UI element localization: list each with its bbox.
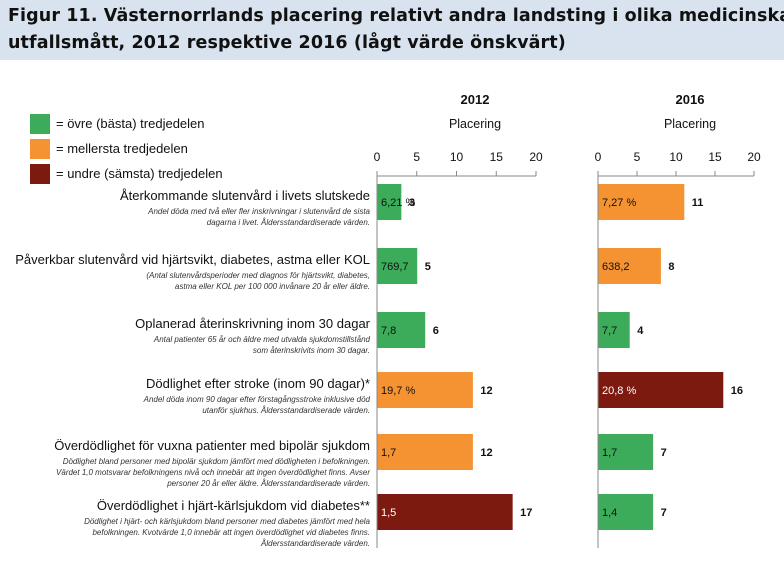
bar-value-label: 7,8 (381, 325, 396, 337)
tick-label: 10 (450, 150, 464, 164)
tick-label: 15 (490, 150, 504, 164)
bar (598, 312, 630, 348)
bar-value-label: 19,7 % (381, 385, 415, 397)
bar (377, 494, 513, 530)
category-description: dagarna i livet. Åldersstandardiserade v… (207, 218, 370, 227)
figure-title-line-2: utfallsmått, 2012 respektive 2016 (lågt … (8, 33, 566, 53)
tick-label: 0 (595, 150, 602, 164)
panel-subtitle-2012: Placering (449, 117, 501, 131)
legend-label-middle: = mellersta tredjedelen (56, 141, 188, 156)
bar (598, 248, 661, 284)
category-description: Dödlighet bland personer med bipolär sju… (63, 457, 370, 466)
category-description: Antal patienter 65 år och äldre med utva… (153, 335, 371, 344)
category-title: Påverkbar slutenvård vid hjärtsvikt, dia… (15, 252, 370, 267)
tick-label: 5 (413, 150, 420, 164)
rank-label: 7 (661, 447, 667, 459)
legend-label-top: = övre (bästa) tredjedelen (56, 116, 205, 131)
rank-label: 16 (731, 385, 743, 397)
legend-swatch-darkred (30, 164, 50, 184)
category-title: Överdödlighet i hjärt-kärlsjukdom vid di… (97, 498, 370, 513)
bar (377, 312, 426, 348)
bar-value-label: 7,27 % (602, 197, 636, 209)
rank-label: 12 (480, 447, 492, 459)
tick-label: 0 (374, 150, 381, 164)
rank-label: 7 (661, 507, 667, 519)
bar (377, 372, 473, 408)
bar (598, 372, 724, 408)
bar (598, 434, 654, 470)
rank-label: 4 (637, 325, 644, 337)
figure-title-line-1: Figur 11. Västernorrlands placering rela… (8, 6, 784, 26)
tick-label: 20 (529, 150, 543, 164)
rank-label: 6 (433, 325, 439, 337)
category-description: Dödlighet i hjärt- och kärlsjukdom bland… (84, 517, 370, 526)
bar (377, 434, 473, 470)
figure-title-banner: Figur 11. Västernorrlands placering rela… (0, 0, 784, 60)
bar-value-label: 6,21 % (381, 197, 415, 209)
category-description: befolkningen. Kvotvärde 1,0 innebär att … (92, 528, 370, 537)
bar (598, 184, 685, 220)
category-description: som återinskrivits inom 30 dagar. (253, 346, 370, 355)
category-description: Värdet 1,0 motsvarar befolkningens nivå … (56, 468, 370, 477)
bar-value-label: 1,4 (602, 507, 617, 519)
category-title: Återkommande slutenvård i livets slutske… (120, 188, 370, 203)
bar-value-label: 1,7 (602, 447, 617, 459)
legend-swatch-green (30, 114, 50, 134)
bar (598, 494, 654, 530)
rank-label: 8 (668, 261, 674, 273)
bar-value-label: 1,5 (381, 507, 396, 519)
category-description: utanför sjukhus. Åldersstandardiserade v… (202, 406, 370, 415)
legend-swatch-orange (30, 139, 50, 159)
category-title: Överdödlighet för vuxna patienter med bi… (54, 438, 370, 453)
category-description: Andel döda inom 90 dagar efter förstagån… (143, 395, 371, 404)
rank-label: 11 (692, 197, 704, 209)
bar-value-label: 20,8 % (602, 385, 636, 397)
category-description: (Antal slutenvårdsperioder med diagnos f… (146, 271, 370, 280)
bar (377, 184, 402, 220)
bar (377, 248, 418, 284)
panel-year-2016: 2016 (676, 92, 705, 107)
rank-label: 5 (425, 261, 431, 273)
category-description: Andel döda med två eller fler inskrivnin… (147, 207, 370, 216)
legend-label-bottom: = undre (sämsta) tredjedelen (56, 166, 223, 181)
bar-value-label: 638,2 (602, 261, 630, 273)
rank-label: 12 (480, 385, 492, 397)
category-description: personer 20 år eller äldre. Åldersstanda… (166, 479, 370, 488)
tick-label: 20 (747, 150, 761, 164)
rank-label: 3 (409, 197, 415, 209)
tick-label: 5 (634, 150, 641, 164)
panel-subtitle-2016: Placering (664, 117, 716, 131)
bar-value-label: 769,7 (381, 261, 409, 273)
category-description: Åldersstandardiserade värden. (260, 539, 370, 548)
category-description: astma eller KOL per 100 000 invånare 20 … (175, 282, 370, 291)
bar-value-label: 1,7 (381, 447, 396, 459)
category-title: Oplanerad återinskrivning inom 30 dagar (135, 316, 371, 331)
panel-year-2012: 2012 (461, 92, 490, 107)
tick-label: 10 (669, 150, 683, 164)
bar-value-label: 7,7 (602, 325, 617, 337)
tick-label: 15 (708, 150, 722, 164)
category-title: Dödlighet efter stroke (inom 90 dagar)* (146, 376, 370, 391)
rank-label: 17 (520, 507, 532, 519)
